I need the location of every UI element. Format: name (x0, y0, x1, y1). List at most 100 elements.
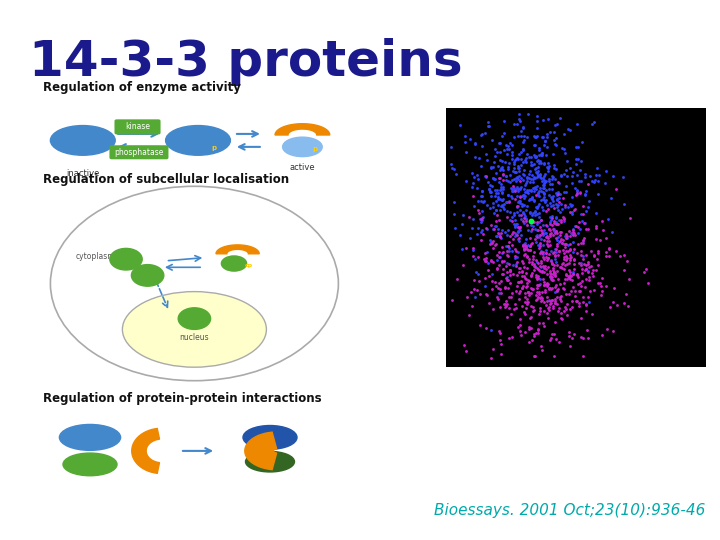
Point (539, 179, 550, 187)
Text: kinase: kinase (125, 123, 150, 131)
Point (552, 228, 563, 237)
Point (501, 259, 513, 267)
Point (526, 285, 537, 293)
Point (497, 170, 508, 178)
Point (503, 260, 514, 268)
Point (514, 117, 526, 126)
Point (541, 237, 552, 245)
Point (454, 231, 465, 240)
Point (485, 220, 497, 229)
Point (514, 223, 526, 232)
Point (600, 251, 611, 260)
Point (572, 155, 583, 164)
Point (509, 186, 521, 195)
Point (495, 233, 507, 242)
FancyBboxPatch shape (109, 145, 168, 159)
Point (535, 149, 546, 158)
Point (534, 293, 546, 302)
Point (552, 239, 563, 248)
Point (600, 248, 612, 256)
FancyBboxPatch shape (114, 119, 161, 134)
Point (540, 280, 552, 288)
Point (537, 173, 549, 182)
Point (521, 294, 533, 303)
Point (562, 241, 574, 249)
Point (535, 231, 546, 239)
Point (541, 195, 552, 204)
Point (499, 302, 510, 311)
Point (448, 198, 459, 206)
Point (495, 335, 506, 344)
Point (553, 216, 564, 225)
Point (513, 211, 525, 220)
Point (558, 307, 570, 315)
Point (496, 201, 508, 210)
Point (528, 352, 540, 361)
Point (507, 247, 518, 255)
Ellipse shape (50, 125, 115, 156)
Point (542, 313, 554, 322)
Point (552, 201, 564, 210)
Point (526, 271, 537, 279)
Point (488, 209, 500, 218)
Point (539, 264, 550, 272)
Point (484, 185, 495, 194)
Point (482, 259, 493, 267)
Point (621, 256, 632, 265)
Point (568, 228, 580, 237)
Point (518, 191, 529, 200)
Point (521, 252, 533, 260)
Point (519, 180, 531, 189)
Point (521, 179, 532, 187)
Point (487, 199, 499, 208)
Point (528, 332, 540, 341)
Point (513, 226, 524, 235)
Point (508, 186, 520, 194)
Point (581, 187, 593, 195)
Point (521, 278, 533, 287)
Point (555, 171, 567, 180)
Point (549, 120, 561, 129)
Point (513, 228, 524, 237)
Point (480, 254, 492, 263)
Point (571, 271, 582, 280)
Point (493, 253, 505, 261)
Point (510, 220, 522, 228)
Point (549, 272, 561, 281)
Point (495, 179, 507, 188)
Point (567, 225, 579, 233)
Point (456, 245, 468, 253)
Point (546, 201, 557, 210)
Point (513, 162, 524, 171)
Point (590, 222, 602, 231)
Point (505, 267, 516, 276)
Point (538, 193, 549, 202)
Point (549, 229, 561, 238)
Point (603, 252, 615, 260)
Point (514, 193, 526, 201)
Point (533, 293, 544, 301)
Point (583, 263, 595, 272)
Point (500, 198, 512, 207)
Point (520, 310, 531, 319)
Point (548, 269, 559, 278)
Point (496, 270, 508, 279)
Point (618, 266, 630, 275)
Point (521, 242, 532, 251)
Text: phosphatase: phosphatase (114, 148, 163, 157)
Point (549, 330, 560, 339)
Point (534, 280, 546, 289)
Point (494, 327, 505, 335)
Point (500, 140, 512, 149)
Point (490, 206, 501, 214)
Point (468, 192, 480, 200)
Point (541, 293, 553, 302)
Point (493, 216, 505, 225)
Point (521, 188, 533, 197)
Point (541, 130, 553, 139)
Point (551, 233, 562, 242)
Point (608, 298, 619, 306)
Point (573, 302, 585, 310)
Point (495, 194, 506, 203)
Point (515, 161, 526, 170)
